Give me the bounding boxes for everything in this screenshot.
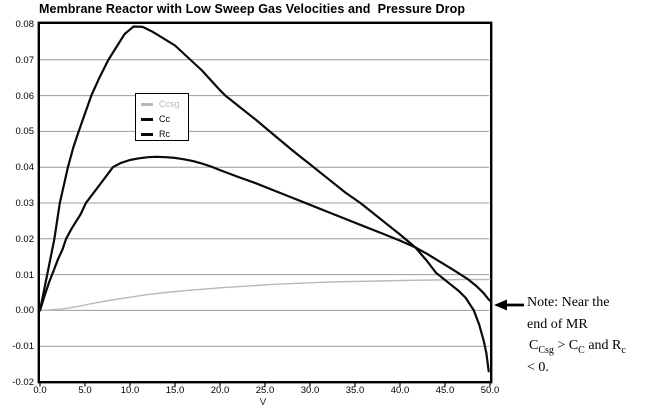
y-tick-label: 0.05: [15, 126, 35, 138]
legend-item-rc: Rc: [141, 127, 188, 142]
y-tick-label: 0.08: [15, 19, 35, 30]
x-tick-label: 35.0: [345, 385, 365, 396]
x-tick-label: 20.0: [210, 385, 230, 396]
y-tick-label: 0.01: [15, 269, 35, 281]
plot-frame: [37, 21, 493, 384]
y-tick-label: 0.02: [15, 233, 35, 245]
legend: Ccsg Cc Rc: [135, 93, 189, 141]
x-axis-label: V: [259, 397, 267, 408]
curve-rc: [38, 25, 490, 373]
legend-line-sample-ccsg: [141, 103, 153, 106]
chart-title: Membrane Reactor with Low Sweep Gas Velo…: [39, 2, 466, 16]
note-arrow-head: [494, 299, 507, 311]
legend-line-sample-cc: [141, 118, 153, 121]
y-tick-label: 0.03: [15, 198, 35, 209]
x-tick-label: 0.0: [33, 385, 47, 396]
y-tick-label: -0.02: [12, 377, 34, 388]
curve-ccsg: [39, 278, 491, 312]
legend-line-sample-rc: [141, 133, 153, 136]
x-tick-label: 30.0: [300, 385, 320, 396]
y-tick-label: 0.06: [15, 90, 35, 102]
y-tick-label: -0.01: [12, 341, 34, 353]
y-tick-label: 0.04: [15, 162, 35, 174]
note-annotation: Note: Near the end of MR CCsg > CC and R…: [527, 292, 657, 378]
note-line4: < 0.: [527, 359, 549, 375]
x-tick-label: 40.0: [390, 385, 410, 396]
x-tick-label: 10.0: [120, 385, 140, 396]
x-tick-label: 15.0: [165, 385, 185, 396]
note-line3: CCsg > CC and Rc: [529, 338, 626, 356]
note-line1: Note: Near the: [527, 295, 610, 310]
curve-cc: [38, 155, 492, 312]
x-tick-label: 50.0: [480, 385, 500, 396]
legend-item-cc: Cc: [141, 112, 188, 127]
legend-label-ccsg: Ccsg: [159, 99, 180, 109]
y-tick-label: 0.00: [15, 305, 35, 317]
legend-label-cc: Cc: [159, 114, 170, 124]
x-tick-label: 45.0: [435, 385, 455, 396]
legend-item-ccsg: Ccsg: [141, 97, 188, 112]
x-tick-label: 25.0: [255, 385, 275, 396]
note-line2: end of MR: [527, 316, 588, 332]
x-tick-label: 5.0: [78, 385, 92, 396]
y-tick-label: 0.07: [15, 54, 35, 66]
legend-label-rc: Rc: [159, 129, 170, 139]
